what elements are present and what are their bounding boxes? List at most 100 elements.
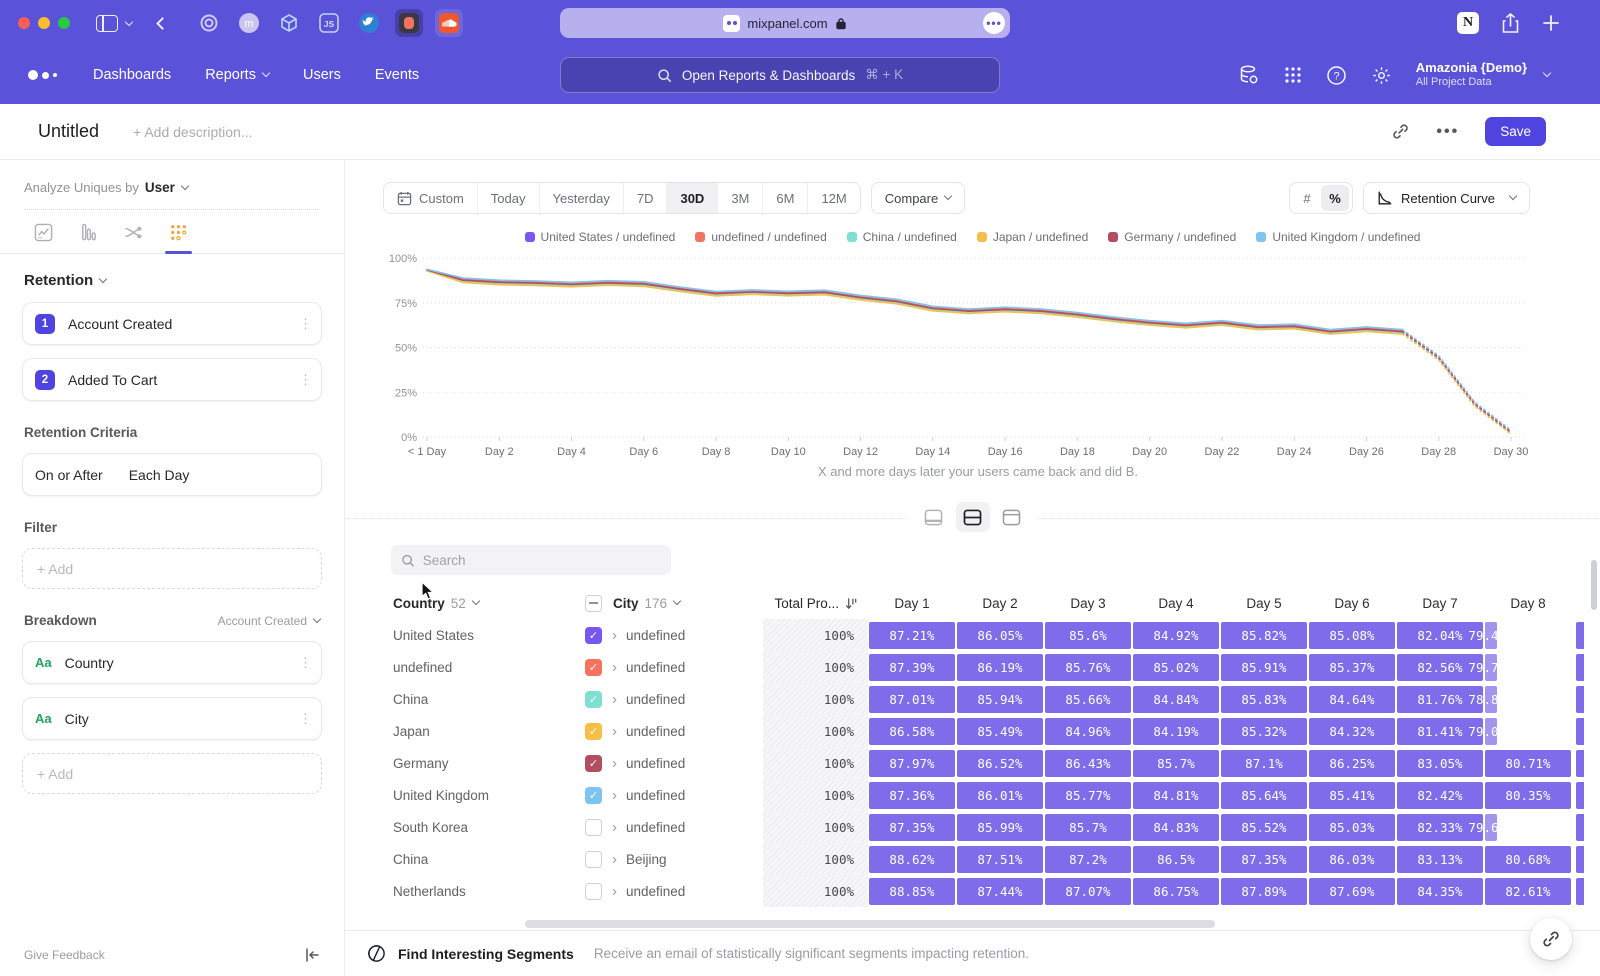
retention-cell-day-6[interactable]: 85.08% <box>1309 622 1395 649</box>
column-header-total[interactable]: Total Pro... <box>763 596 868 611</box>
chart-type-select[interactable]: Retention Curve <box>1363 182 1530 214</box>
retention-cell-day-2[interactable]: 85.99% <box>957 814 1043 841</box>
retention-cell-day-3[interactable]: 87.2% <box>1045 846 1131 873</box>
range-3m[interactable]: 3M <box>718 183 763 213</box>
kebab-menu-icon[interactable]: ⋮ <box>299 322 309 326</box>
range-30d[interactable]: 30D <box>667 183 718 213</box>
range-custom[interactable]: Custom <box>384 183 478 213</box>
favicon-soundcloud-icon[interactable] <box>435 9 463 37</box>
retention-cell-day-1[interactable]: 87.35% <box>869 814 955 841</box>
nav-events[interactable]: Events <box>375 67 419 83</box>
notion-extension-icon[interactable]: N <box>1457 12 1479 34</box>
global-search[interactable]: Open Reports & Dashboards ⌘ + K <box>560 57 1000 93</box>
retention-cell-day-5[interactable]: 85.83% <box>1221 686 1307 713</box>
criteria-each-day-select[interactable]: Each Day <box>129 467 190 483</box>
retention-cell-day-4[interactable]: 86.75% <box>1133 878 1219 905</box>
copy-link-icon[interactable] <box>1391 122 1410 141</box>
compare-button[interactable]: Compare <box>871 182 965 214</box>
back-icon[interactable] <box>156 17 169 30</box>
retention-cell-day-2[interactable]: 87.44% <box>957 878 1043 905</box>
retention-cell-day-2[interactable]: 86.05% <box>957 622 1043 649</box>
kebab-menu-icon[interactable]: ⋮ <box>299 661 309 665</box>
step-card-1[interactable]: 1 Account Created ⋮ <box>22 302 322 345</box>
expand-row-icon[interactable]: › <box>612 659 617 676</box>
column-header-day-2[interactable]: Day 2 <box>956 596 1044 611</box>
table-search-input[interactable] <box>423 553 661 568</box>
favicon-bird-icon[interactable] <box>355 9 383 37</box>
legend-item[interactable]: China / undefined <box>847 230 957 244</box>
retention-cell-day-5[interactable]: 87.1% <box>1221 750 1307 777</box>
retention-cell-day-4[interactable]: 84.84% <box>1133 686 1219 713</box>
kebab-menu-icon[interactable]: ⋮ <box>299 378 309 382</box>
project-switcher[interactable]: Amazonia {Demo} All Project Data <box>1416 60 1550 90</box>
row-checkbox[interactable]: ✓ <box>585 627 602 644</box>
view-split-button[interactable] <box>956 502 990 532</box>
row-checkbox[interactable]: ✓ <box>585 755 602 772</box>
save-button[interactable]: Save <box>1485 117 1546 146</box>
table-row[interactable]: Japan✓›undefined100%86.58%85.49%84.96%84… <box>385 715 1600 747</box>
add-filter-button[interactable]: + Add <box>22 548 322 589</box>
retention-cell-day-3[interactable]: 85.77% <box>1045 782 1131 809</box>
expand-row-icon[interactable]: › <box>612 627 617 644</box>
range-12m[interactable]: 12M <box>808 183 859 213</box>
segments-title[interactable]: Find Interesting Segments <box>398 946 574 962</box>
page-settings-button[interactable]: ••• <box>983 12 1005 34</box>
column-header-city[interactable]: City176 <box>585 595 763 612</box>
retention-cell-day-6[interactable]: 86.03% <box>1309 846 1395 873</box>
retention-cell-day-6[interactable]: 84.32% <box>1309 718 1395 745</box>
retention-cell-day-1[interactable]: 86.58% <box>869 718 955 745</box>
retention-cell-day-2[interactable]: 85.94% <box>957 686 1043 713</box>
share-icon[interactable] <box>1501 13 1520 34</box>
retention-cell-day-3[interactable]: 85.66% <box>1045 686 1131 713</box>
row-checkbox[interactable] <box>585 851 602 868</box>
nav-reports[interactable]: Reports <box>205 67 269 83</box>
retention-cell-day-7[interactable]: 83.13% <box>1397 846 1483 873</box>
view-table-only-button[interactable] <box>995 502 1029 532</box>
data-management-icon[interactable] <box>1238 64 1260 86</box>
table-row[interactable]: South Korea›undefined100%87.35%85.99%85.… <box>385 811 1600 843</box>
table-row[interactable]: China›Beijing100%88.62%87.51%87.2%86.5%8… <box>385 843 1600 875</box>
retention-cell-day-4[interactable]: 85.02% <box>1133 654 1219 681</box>
favicon-js-icon[interactable]: JS <box>315 9 343 37</box>
retention-cell-day-2[interactable]: 86.52% <box>957 750 1043 777</box>
column-header-day-4[interactable]: Day 4 <box>1132 596 1220 611</box>
table-row[interactable]: United Kingdom✓›undefined100%87.36%86.01… <box>385 779 1600 811</box>
tab-funnels[interactable] <box>79 223 98 253</box>
retention-cell-day-1[interactable]: 87.21% <box>869 622 955 649</box>
row-checkbox[interactable] <box>585 883 602 900</box>
row-checkbox[interactable]: ✓ <box>585 691 602 708</box>
column-header-day-8[interactable]: Day 8 <box>1484 596 1572 611</box>
table-row[interactable]: United States✓›undefined100%87.21%86.05%… <box>385 619 1600 651</box>
help-icon[interactable]: ? <box>1326 65 1347 86</box>
retention-cell-day-2[interactable]: 86.19% <box>957 654 1043 681</box>
retention-cell-day-3[interactable]: 85.6% <box>1045 622 1131 649</box>
zoom-window-button[interactable] <box>58 17 70 29</box>
row-checkbox[interactable]: ✓ <box>585 787 602 804</box>
table-search[interactable] <box>391 545 671 575</box>
retention-cell-day-4[interactable]: 84.92% <box>1133 622 1219 649</box>
kebab-menu-icon[interactable]: ⋮ <box>299 717 309 721</box>
column-header-day-7[interactable]: Day 7 <box>1396 596 1484 611</box>
new-tab-icon[interactable] <box>1542 14 1560 32</box>
criteria-on-or-after-select[interactable]: On or After <box>35 467 103 483</box>
browser-sidebar-icon[interactable] <box>96 15 118 32</box>
close-window-button[interactable] <box>18 17 30 29</box>
retention-cell-day-3[interactable]: 85.76% <box>1045 654 1131 681</box>
give-feedback-link[interactable]: Give Feedback <box>24 948 105 962</box>
mixpanel-logo[interactable] <box>28 70 57 80</box>
analyze-value-select[interactable]: User <box>145 180 175 195</box>
retention-cell-day-4[interactable]: 84.81% <box>1133 782 1219 809</box>
retention-cell-day-8[interactable]: 79.05% <box>1485 718 1497 745</box>
legend-item[interactable]: United Kingdom / undefined <box>1256 230 1420 244</box>
table-row[interactable]: Netherlands›undefined100%88.85%87.44%87.… <box>385 875 1600 907</box>
retention-cell-day-8[interactable]: 82.61% <box>1485 878 1571 905</box>
breakdown-card-country[interactable]: Aa Country ⋮ <box>22 641 322 684</box>
report-title[interactable]: Untitled <box>38 121 99 142</box>
retention-cell-day-2[interactable]: 85.49% <box>957 718 1043 745</box>
vertical-scrollbar[interactable] <box>1591 560 1597 610</box>
legend-item[interactable]: Germany / undefined <box>1108 230 1236 244</box>
retention-cell-day-4[interactable]: 84.19% <box>1133 718 1219 745</box>
retention-cell-day-6[interactable]: 84.64% <box>1309 686 1395 713</box>
retention-cell-day-6[interactable]: 85.41% <box>1309 782 1395 809</box>
retention-cell-day-3[interactable]: 86.43% <box>1045 750 1131 777</box>
